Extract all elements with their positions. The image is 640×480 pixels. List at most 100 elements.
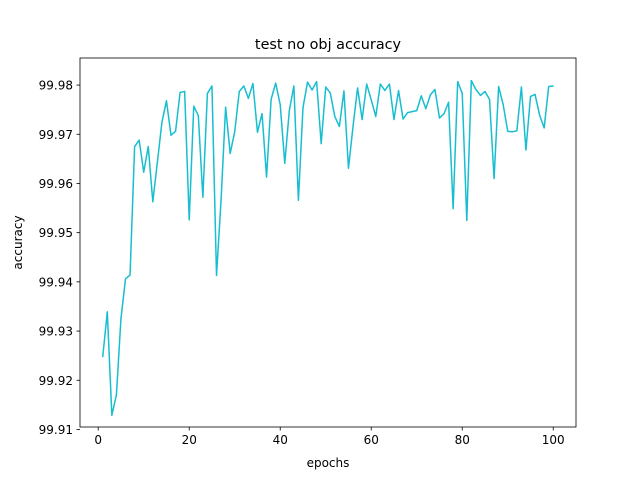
x-axis: 0 20 40 60 80 100 [94,427,565,447]
data-point [511,131,513,133]
data-point [416,110,418,112]
data-point [452,207,454,210]
data-point [343,90,345,92]
data-point [434,88,436,91]
plot-area [102,79,554,416]
data-point [334,115,336,118]
data-point [393,118,395,121]
data-point [261,113,263,115]
data-point [352,125,354,127]
data-point [470,80,472,82]
data-point [284,162,286,164]
data-point [429,94,431,96]
data-point [484,90,486,93]
y-axis: 99.91 99.92 99.93 99.94 99.95 99.96 99.97 99.98 [39,79,80,437]
data-point [543,127,545,129]
data-point [552,85,554,87]
data-point [320,143,322,145]
y-tick-label: 99.98 [39,79,73,93]
data-point [443,113,445,115]
data-point [447,101,450,103]
data-point [466,219,468,221]
data-point [529,95,532,97]
data-point [293,85,295,87]
data-point [247,97,249,99]
data-point [379,83,381,85]
y-tick-label: 99.93 [39,325,73,339]
data-point [256,131,259,133]
data-point [161,121,163,124]
data-point [288,110,290,112]
data-point [361,118,363,121]
data-point [507,130,509,132]
data-point [366,83,368,85]
data-point [165,100,168,102]
data-point [156,161,158,163]
data-point [279,104,281,106]
y-tick-label: 99.97 [39,128,73,142]
data-point [174,130,177,132]
data-point [516,130,518,132]
y-tick-label: 99.94 [39,275,73,289]
data-point [356,87,359,89]
data-point [188,219,190,221]
x-axis-label: epochs [307,456,350,470]
data-point [215,274,218,277]
data-point [461,92,463,95]
data-point [229,152,231,155]
data-point [179,91,181,94]
y-tick-label: 99.91 [39,423,73,437]
data-point [438,117,441,119]
x-tick-label: 40 [273,433,288,447]
data-point [493,177,495,180]
data-point [197,114,199,117]
data-point [548,85,550,88]
data-point [302,107,304,109]
x-tick-label: 100 [542,433,565,447]
data-point [206,92,209,95]
data-point [457,81,459,83]
data-point [243,85,245,87]
data-point [211,85,213,87]
data-point [384,89,386,92]
y-tick-label: 99.95 [39,226,73,240]
data-point [534,93,536,96]
data-point [265,176,268,178]
data-point [234,131,236,133]
data-point [325,86,327,88]
data-point [102,356,104,358]
data-point [388,83,391,85]
data-point [111,414,113,416]
y-tick-label: 99.96 [39,177,73,191]
data-point [475,88,477,91]
data-point [134,145,136,148]
data-point [297,199,300,201]
data-point [498,85,500,88]
data-point [120,318,122,320]
data-point [306,81,309,83]
data-point [407,112,409,114]
data-point [488,98,491,100]
data-point [152,201,154,203]
data-point [402,118,404,120]
data-point [420,95,422,97]
data-point [370,99,372,101]
series-line [102,79,554,416]
y-tick-label: 99.92 [39,374,73,388]
data-point [143,171,145,173]
data-point [347,167,350,169]
data-point [479,94,482,96]
data-point [238,90,240,93]
data-point [147,145,149,148]
data-point [338,125,340,127]
y-axis-label: accuracy [11,215,25,269]
data-point [520,86,522,88]
data-point [329,92,331,94]
data-point [124,278,127,280]
plot-frame [79,57,577,428]
data-point [375,115,377,118]
data-point [397,89,400,92]
data-point [129,274,131,276]
data-point [106,311,108,313]
